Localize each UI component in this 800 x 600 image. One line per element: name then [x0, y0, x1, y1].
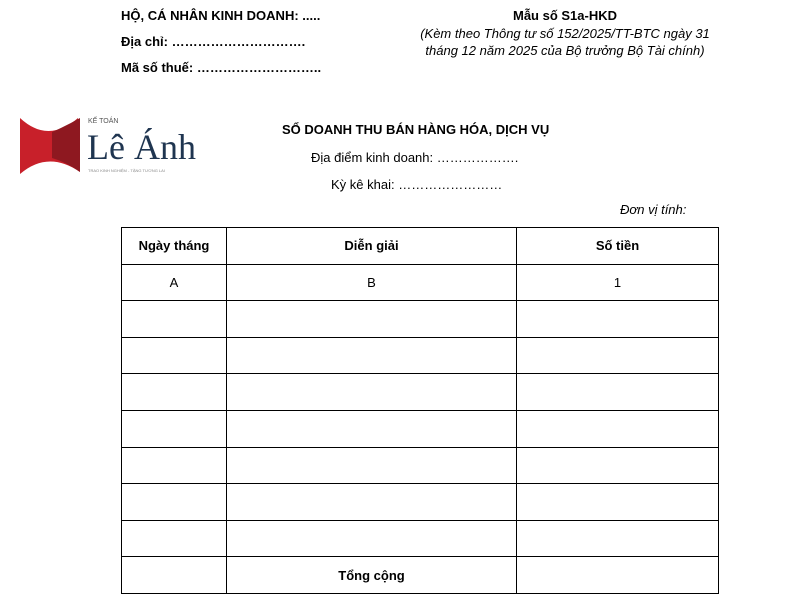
cell: [516, 300, 719, 338]
total-amount: [516, 556, 719, 594]
cell: [121, 446, 227, 485]
table-row: [121, 373, 719, 411]
cell: [516, 483, 719, 521]
table-row: [121, 519, 719, 558]
cell: [121, 300, 227, 338]
header-amount: Số tiền: [516, 227, 719, 265]
cell: [516, 519, 719, 558]
cell: [226, 336, 517, 375]
code-1: 1: [516, 263, 719, 302]
header-description: Diễn giải: [226, 227, 517, 265]
address-field: Địa chỉ: ………………………….: [121, 34, 306, 49]
code-a: A: [121, 263, 227, 302]
cell: [516, 336, 719, 375]
logo-top-text: KẾ TOÁN: [88, 118, 119, 125]
reporting-period-field: Kỳ kê khai: ……………………: [331, 177, 503, 192]
form-note-line1: (Kèm theo Thông tư số 152/2025/TT-BTC ng…: [420, 26, 710, 41]
document-title: SỔ DOANH THU BÁN HÀNG HÓA, DỊCH VỤ: [282, 122, 550, 137]
tax-code-field: Mã số thuế: ………………………..: [121, 60, 322, 75]
total-row: Tổng cộng: [121, 556, 719, 594]
code-b: B: [226, 263, 517, 302]
column-code-row: A B 1: [121, 263, 719, 302]
form-number: Mẫu số S1a-HKD: [512, 8, 618, 23]
cell: [226, 446, 517, 485]
business-location-field: Địa điểm kinh doanh: ……………….: [311, 150, 519, 165]
cell: [516, 409, 719, 448]
logo-name: Lê Ánh: [87, 127, 196, 167]
form-note-line2: tháng 12 năm 2025 của Bộ trưởng Bộ Tài c…: [425, 43, 705, 58]
logo: KẾ TOÁN Lê Ánh TRAO KINH NGHIỆM - TẶNG T…: [18, 116, 218, 176]
unit-label: Đơn vị tính:: [620, 202, 687, 217]
table-header-row: Ngày tháng Diễn giải Số tiền: [121, 227, 719, 265]
business-name-field: HỘ, CÁ NHÂN KINH DOANH: .....: [121, 8, 321, 23]
table-row: [121, 300, 719, 338]
cell: [121, 519, 227, 558]
table-row: [121, 409, 719, 448]
table-row: [121, 336, 719, 375]
cell: [226, 373, 517, 411]
cell: [226, 483, 517, 521]
cell: [121, 373, 227, 411]
logo-tagline: TRAO KINH NGHIỆM - TẶNG TƯƠNG LAI: [88, 168, 165, 173]
cell: [121, 409, 227, 448]
cell: [516, 446, 719, 485]
cell: [226, 300, 517, 338]
cell: [226, 409, 517, 448]
table-row: [121, 483, 719, 521]
cell: [121, 483, 227, 521]
header-date: Ngày tháng: [121, 227, 227, 265]
total-label: Tổng cộng: [226, 556, 517, 594]
revenue-table: Ngày tháng Diễn giải Số tiền A B 1 Tổng …: [121, 227, 719, 594]
cell: [516, 373, 719, 411]
cell: [121, 556, 227, 594]
table-row: [121, 446, 719, 485]
logo-mark-icon: [20, 118, 80, 174]
cell: [226, 519, 517, 558]
cell: [121, 336, 227, 375]
